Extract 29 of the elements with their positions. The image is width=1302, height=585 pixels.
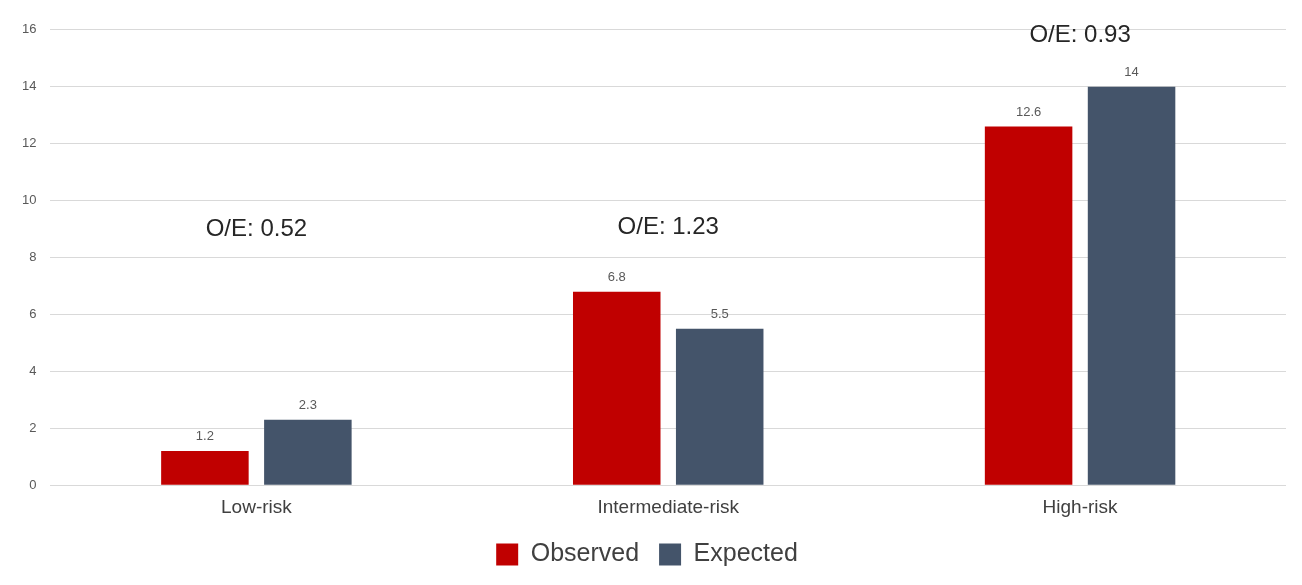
y-tick-label: 0 — [29, 476, 37, 492]
data-label: 6.8 — [607, 268, 626, 284]
y-tick-label: 6 — [29, 306, 37, 321]
y-tick-label: 14 — [21, 78, 37, 94]
y-tick-label: 10 — [21, 192, 37, 208]
data-label: 2.3 — [298, 396, 317, 412]
annotation: O/E: 0.93 — [1029, 20, 1131, 48]
data-label: 12.6 — [1015, 103, 1042, 119]
bar — [264, 419, 352, 485]
y-tick-label: 4 — [29, 362, 37, 378]
y-tick-label: 16 — [21, 21, 37, 37]
bar — [572, 291, 661, 485]
legend-label: Observed — [530, 538, 640, 567]
bar — [675, 328, 764, 485]
y-tick-label: 2 — [29, 419, 37, 435]
annotation: O/E: 1.23 — [617, 212, 719, 240]
x-tick-label: High-risk — [1042, 495, 1119, 517]
annotation: O/E: 0.52 — [205, 214, 308, 242]
data-label: 1.2 — [195, 428, 214, 444]
x-tick-label: Intermediate-risk — [597, 495, 740, 517]
legend-label: Expected — [693, 538, 798, 567]
y-tick-label: 8 — [29, 249, 37, 265]
bar — [1087, 86, 1176, 485]
data-label: 5.5 — [710, 305, 729, 321]
x-tick-label: Low-risk — [221, 495, 293, 517]
data-label: 14 — [1124, 63, 1139, 79]
bar — [161, 451, 249, 485]
bar — [984, 126, 1073, 485]
y-tick-label: 12 — [21, 135, 37, 151]
